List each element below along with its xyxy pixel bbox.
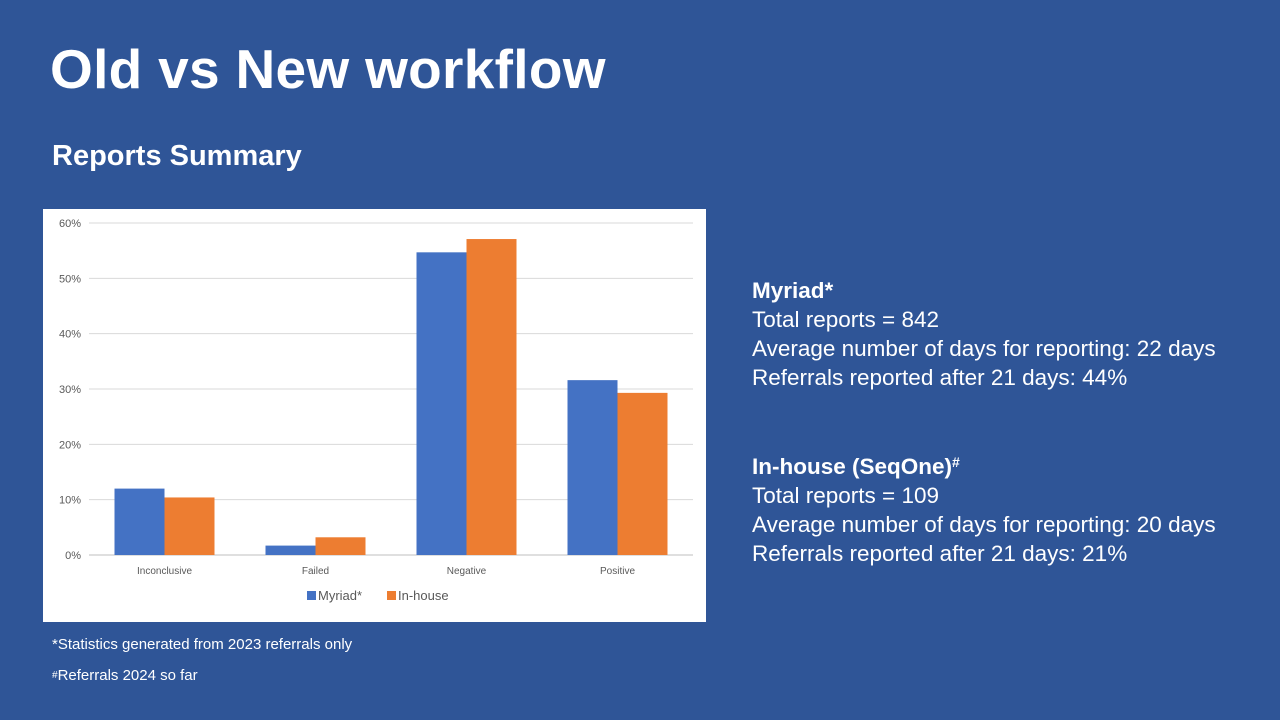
bar-failed-inhouse: [315, 537, 366, 555]
bar-chart: 0% 10% 20% 30% 40% 50% 60% Inconclusive Failed Ne…: [43, 209, 706, 622]
bar-positive-inhouse: [617, 392, 668, 555]
y-tick-label: 20%: [59, 439, 81, 451]
x-category-label: Failed: [302, 566, 329, 577]
inhouse-heading: In-house (SeqOne): [752, 454, 953, 479]
legend-swatch-myriad: [307, 591, 316, 600]
slide-title: Old vs New workflow: [50, 38, 606, 100]
y-tick-label: 50%: [59, 273, 81, 285]
y-tick-label: 60%: [59, 218, 81, 230]
footnote-2024: #Referrals 2024 so far: [52, 667, 198, 685]
inhouse-heading-mark: #: [952, 454, 960, 470]
myriad-total-reports: Total reports = 842: [752, 307, 939, 332]
y-tick-label: 40%: [59, 329, 81, 341]
inhouse-total-reports: Total reports = 109: [752, 483, 939, 508]
bar-chart-svg: 0% 10% 20% 30% 40% 50% 60% Inconclusive Failed Ne…: [59, 218, 693, 603]
bar-negative-inhouse: [466, 239, 517, 555]
inhouse-stats: In-house (SeqOne)# Total reports = 109 A…: [752, 452, 1216, 568]
inhouse-late-referrals: Referrals reported after 21 days: 21%: [752, 541, 1128, 566]
myriad-average-days: Average number of days for reporting: 22…: [752, 336, 1216, 361]
footnote-2023: *Statistics generated from 2023 referral…: [52, 636, 353, 653]
bar-negative-myriad: [416, 252, 467, 555]
myriad-late-referrals: Referrals reported after 21 days: 44%: [752, 365, 1128, 390]
y-tick-label: 0%: [65, 550, 81, 562]
y-tick-label: 30%: [59, 384, 81, 396]
legend-label-inhouse: In-house: [398, 588, 449, 603]
inhouse-heading-row: In-house (SeqOne)#: [752, 452, 1216, 481]
y-tick-label: 10%: [59, 495, 81, 507]
legend-swatch-inhouse: [387, 591, 396, 600]
x-category-label: Inconclusive: [137, 566, 192, 577]
inhouse-average-days: Average number of days for reporting: 20…: [752, 512, 1216, 537]
x-category-label: Positive: [600, 566, 635, 577]
legend-label-myriad: Myriad*: [318, 588, 362, 603]
bar-positive-myriad: [567, 380, 618, 555]
myriad-stats: Myriad* Total reports = 842 Average numb…: [752, 276, 1216, 392]
x-category-label: Negative: [447, 566, 487, 577]
bar-failed-myriad: [265, 545, 316, 555]
footnote-2024-text: Referrals 2024 so far: [57, 667, 198, 684]
bar-inconclusive-myriad: [114, 488, 165, 555]
footnote-2024-mark: #: [52, 670, 58, 681]
myriad-heading: Myriad*: [752, 278, 834, 303]
bar-inconclusive-inhouse: [164, 497, 215, 555]
slide-subtitle: Reports Summary: [52, 140, 302, 172]
